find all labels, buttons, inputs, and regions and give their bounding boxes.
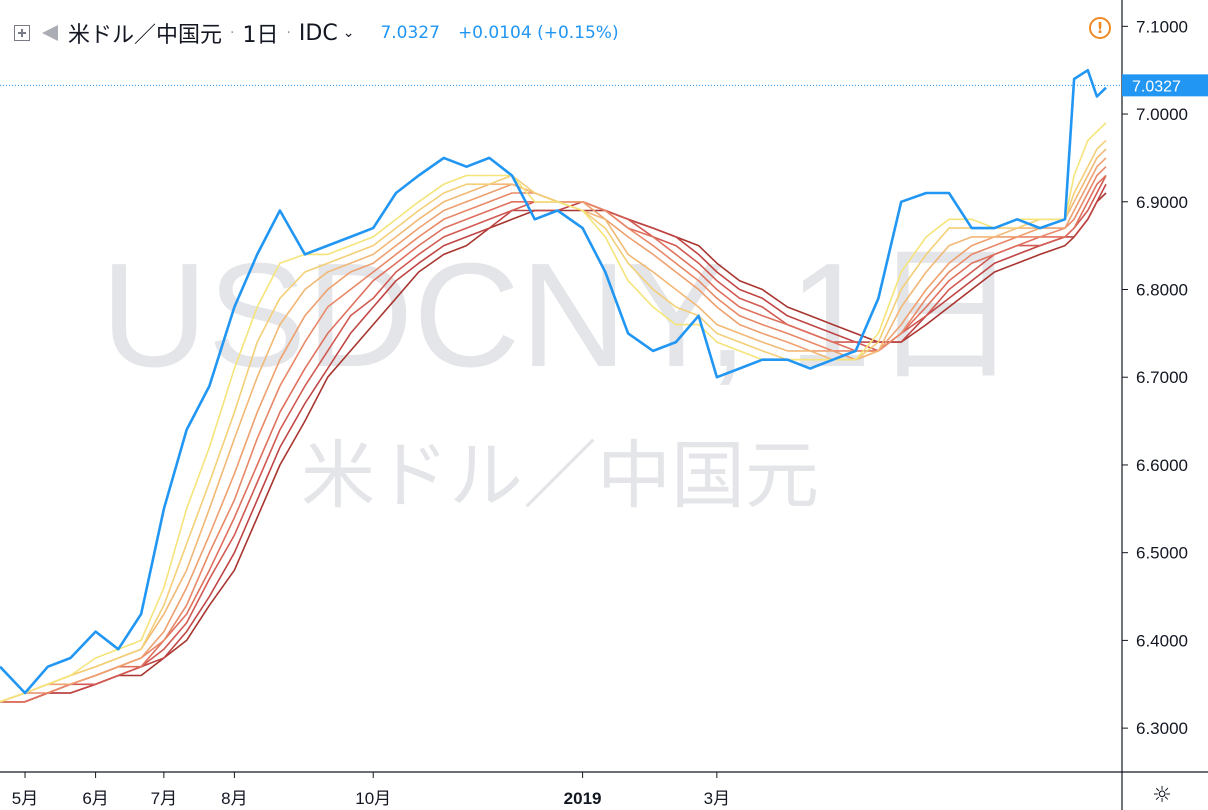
flag-icon[interactable]	[42, 25, 58, 41]
alert-icon[interactable]: !	[1089, 17, 1111, 39]
price-axis-label: 6.4000	[1136, 631, 1188, 650]
interval-label[interactable]: 1日	[242, 23, 279, 48]
last-price-label: 7.0327	[1122, 74, 1208, 97]
price-series	[0, 68, 1107, 695]
time-axis-label: 5月	[12, 789, 38, 808]
time-axis-label: 2019	[564, 789, 602, 808]
ema-ribbon	[0, 122, 1107, 703]
ema-line	[0, 122, 1107, 703]
price-axis-label: 6.3000	[1136, 719, 1188, 738]
ema-line	[0, 148, 1107, 703]
price-axis-label: 6.6000	[1136, 456, 1188, 475]
price-axis[interactable]: 6.3000 6.4000 6.5000 6.6000 6.7000 6.8000 6.90…	[1122, 17, 1188, 738]
price-axis-label: 6.5000	[1136, 544, 1188, 563]
separator-dot: ·	[286, 25, 291, 41]
price-line[interactable]	[0, 68, 1107, 695]
gear-icon[interactable]: ☼	[1152, 783, 1172, 808]
source-label[interactable]: IDC	[298, 20, 338, 46]
ema-line	[0, 139, 1107, 703]
time-axis-label: 3月	[704, 789, 730, 808]
time-axis-label: 10月	[355, 789, 391, 808]
symbol-title[interactable]: 米ドル／中国元	[68, 23, 223, 48]
chevron-down-icon[interactable]: ⌄	[342, 25, 355, 41]
price-axis-label: 6.7000	[1136, 368, 1188, 387]
time-axis[interactable]: 6月 8月 10月 2019 3月 5月 7月	[12, 772, 730, 808]
last-price-value: 7.0327	[1132, 78, 1181, 95]
chart-add-icon[interactable]	[14, 25, 30, 41]
last-price: 7.0327	[380, 23, 440, 43]
price-axis-label: 7.0000	[1136, 105, 1188, 124]
watermark: USDCNY, 1日 米ドル／中国元	[101, 233, 1019, 519]
legend-header: 米ドル／中国元 · 1日 · IDC ⌄ 7.0327 +0.0104 (+0.…	[14, 17, 619, 49]
time-axis-label: 6月	[82, 789, 108, 808]
price-axis-label: 7.1000	[1136, 17, 1188, 36]
watermark-name: 米ドル／中国元	[301, 433, 819, 519]
ema-line	[0, 157, 1107, 703]
time-axis-label: 8月	[221, 789, 247, 808]
time-axis-label: 7月	[151, 789, 177, 808]
separator-dot: ·	[230, 25, 235, 41]
price-axis-label: 6.8000	[1136, 281, 1188, 300]
price-change: +0.0104 (+0.15%)	[457, 23, 619, 43]
watermark-symbol: USDCNY, 1日	[101, 233, 1019, 398]
price-axis-label: 6.9000	[1136, 193, 1188, 212]
